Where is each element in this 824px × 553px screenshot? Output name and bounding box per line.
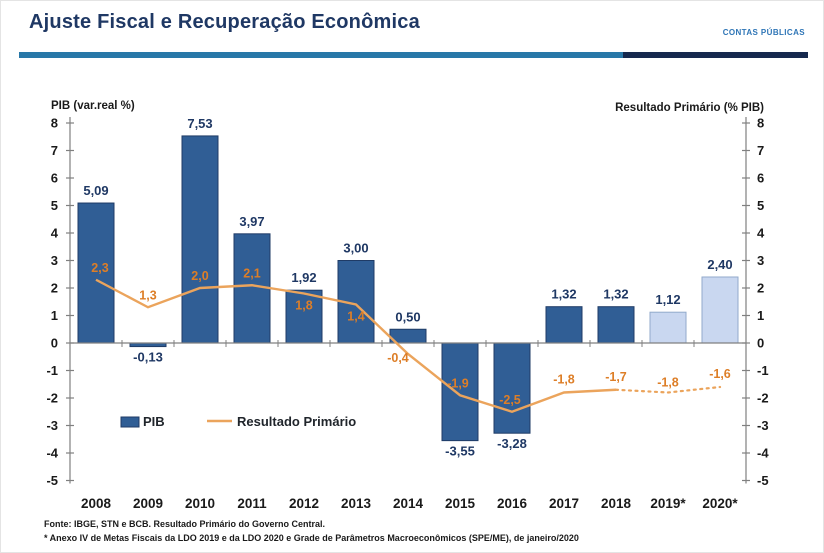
bar-label-2013: 3,00 — [343, 241, 368, 256]
line-label-2019*: -1,8 — [657, 376, 679, 390]
y-tick-label-left: -1 — [46, 363, 58, 378]
line-label-2015: -1,9 — [447, 376, 469, 390]
y-tick-label-right: 0 — [757, 336, 764, 351]
line-label-2012: 1,8 — [295, 299, 312, 313]
bar-label-2012: 1,92 — [291, 270, 316, 285]
y-tick-label-right: -3 — [757, 418, 769, 433]
line-label-2013: 1,4 — [347, 310, 364, 324]
y-tick-label-right: -1 — [757, 363, 769, 378]
y-tick-label-right: 4 — [757, 226, 765, 241]
bar-label-2018: 1,32 — [603, 287, 628, 302]
bar-label-2011: 3,97 — [239, 214, 264, 229]
x-label-2012: 2012 — [289, 496, 319, 511]
legend-pib-label: PIB — [143, 414, 165, 429]
primary-result-line-solid — [95, 278, 617, 414]
x-label-2013: 2013 — [341, 496, 372, 511]
y-tick-label-left: -4 — [46, 446, 58, 461]
y-tick-label-right: 5 — [757, 198, 764, 213]
y-tick-label-left: 3 — [51, 253, 58, 268]
y-tick-label-right: -2 — [757, 391, 769, 406]
x-label-2020*: 2020* — [702, 496, 738, 511]
x-label-2019*: 2019* — [650, 496, 686, 511]
bar-2008 — [77, 202, 115, 344]
bar-label-2016: -3,28 — [497, 436, 527, 451]
bar-label-2010: 7,53 — [187, 116, 212, 131]
header-tag: CONTAS PÚBLICAS — [722, 28, 805, 37]
x-label-2015: 2015 — [445, 496, 476, 511]
x-label-2016: 2016 — [497, 496, 528, 511]
right-axis-title: Resultado Primário (% PIB) — [615, 102, 764, 114]
y-tick-label-right: 6 — [757, 171, 764, 186]
y-tick-label-left: 0 — [51, 336, 58, 351]
legend-pib-swatch — [120, 416, 140, 428]
bar-label-2008: 5,09 — [83, 183, 108, 198]
bar-label-2015: -3,55 — [445, 444, 475, 459]
y-tick-label-left: -5 — [46, 473, 58, 488]
bar-label-2017: 1,32 — [551, 287, 576, 302]
y-tick-label-left: 2 — [51, 281, 58, 296]
y-tick-label-left: 8 — [51, 116, 58, 131]
y-tick-label-right: 1 — [757, 308, 764, 323]
y-tick-label-right: 8 — [757, 116, 764, 131]
y-tick-label-right: 7 — [757, 143, 764, 158]
y-tick-label-right: 3 — [757, 253, 764, 268]
line-label-2008: 2,3 — [91, 261, 108, 275]
y-tick-label-left: 1 — [51, 308, 58, 323]
bar-2010 — [181, 135, 219, 344]
primary-result-line-dotted — [614, 385, 722, 394]
bar-2012 — [285, 289, 323, 344]
footnotes: Fonte: IBGE, STN e BCB. Resultado Primár… — [44, 517, 579, 545]
fiscal-chart: PIB (var.real %) Resultado Primário (% PI… — [46, 100, 769, 511]
y-tick-label-left: 6 — [51, 171, 58, 186]
x-label-2010: 2010 — [185, 496, 215, 511]
y-tick-label-left: -2 — [46, 391, 58, 406]
bar-label-2020*: 2,40 — [707, 257, 732, 272]
bar-2017 — [545, 306, 583, 344]
line-label-2017: -1,8 — [553, 373, 575, 387]
x-label-2008: 2008 — [81, 496, 112, 511]
left-axis-title: PIB (var.real %) — [51, 100, 135, 112]
x-label-2011: 2011 — [237, 496, 267, 511]
y-tick-label-left: 5 — [51, 198, 58, 213]
bar-2019* — [649, 311, 687, 344]
y-tick-label-left: -3 — [46, 418, 58, 433]
bar-2020* — [701, 276, 739, 344]
line-label-2018: -1,7 — [605, 370, 627, 384]
y-tick-label-left: 4 — [51, 226, 59, 241]
x-label-2009: 2009 — [133, 496, 163, 511]
bar-label-2014: 0,50 — [395, 309, 420, 324]
y-tick-label-right: -4 — [757, 446, 769, 461]
legend-resultado-label: Resultado Primário — [237, 414, 356, 429]
line-label-2016: -2,5 — [499, 393, 521, 407]
bar-label-2019*: 1,12 — [655, 292, 680, 307]
line-label-2009: 1,3 — [139, 288, 156, 302]
divider-dark-segment — [623, 52, 808, 58]
x-label-2018: 2018 — [601, 496, 632, 511]
x-label-2014: 2014 — [393, 496, 424, 511]
line-label-2010: 2,0 — [191, 269, 208, 283]
y-tick-label-right: -5 — [757, 473, 769, 488]
title-divider — [19, 52, 808, 58]
bar-2015 — [441, 342, 479, 442]
y-tick-label-right: 2 — [757, 281, 764, 296]
bar-2016 — [493, 342, 531, 434]
line-label-2020*: -1,6 — [709, 367, 731, 381]
line-label-2014: -0,4 — [387, 351, 409, 365]
x-label-2017: 2017 — [549, 496, 579, 511]
page-title: Ajuste Fiscal e Recuperação Econômica — [29, 11, 420, 33]
divider-light-segment — [19, 52, 623, 58]
bar-label-2009: -0,13 — [133, 350, 163, 365]
footnote-source: Fonte: IBGE, STN e BCB. Resultado Primár… — [44, 519, 326, 529]
y-tick-label-left: 7 — [51, 143, 58, 158]
bar-2018 — [597, 306, 635, 344]
line-label-2011: 2,1 — [243, 266, 260, 280]
footnote-asterisk: * Anexo IV de Metas Fiscais da LDO 2019 … — [44, 533, 579, 543]
